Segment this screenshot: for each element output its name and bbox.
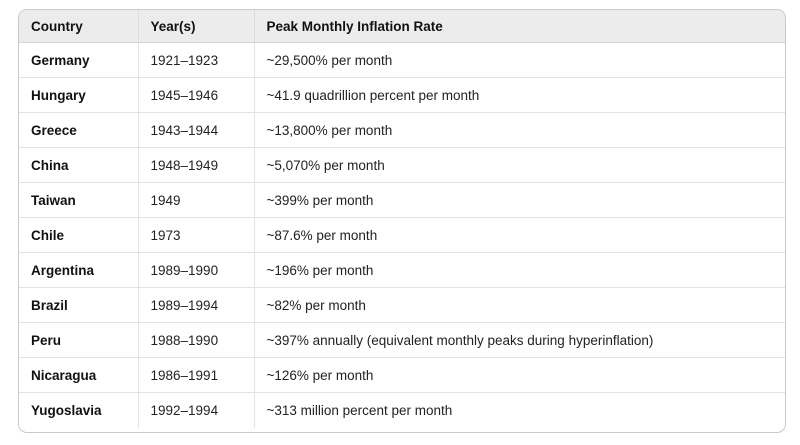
- table-row: China 1948–1949 ~5,070% per month: [19, 147, 785, 183]
- country-cell: China: [19, 147, 138, 183]
- country-cell: Peru: [19, 322, 138, 358]
- years-cell: 1988–1990: [137, 322, 254, 358]
- rate-cell: ~5,070% per month: [253, 147, 785, 183]
- years-cell: 1989–1990: [137, 252, 254, 288]
- rate-cell: ~196% per month: [253, 252, 785, 288]
- years-cell: 1986–1991: [137, 357, 254, 393]
- country-cell: Nicaragua: [19, 357, 138, 393]
- rate-cell: ~82% per month: [253, 287, 785, 323]
- table-row: Argentina 1989–1990 ~196% per month: [19, 252, 785, 288]
- table-row: Peru 1988–1990 ~397% annually (equivalen…: [19, 322, 785, 358]
- rate-cell: ~313 million percent per month: [253, 392, 785, 428]
- header-row: Country Year(s) Peak Monthly Inflation R…: [19, 10, 785, 43]
- column-header-country: Country: [19, 10, 138, 43]
- years-cell: 1949: [137, 182, 254, 218]
- table-row: Nicaragua 1986–1991 ~126% per month: [19, 357, 785, 393]
- country-cell: Chile: [19, 217, 138, 253]
- years-cell: 1945–1946: [137, 77, 254, 113]
- column-header-rate: Peak Monthly Inflation Rate: [253, 10, 785, 43]
- country-cell: Greece: [19, 112, 138, 148]
- country-cell: Argentina: [19, 252, 138, 288]
- years-cell: 1992–1994: [137, 392, 254, 428]
- years-cell: 1973: [137, 217, 254, 253]
- country-cell: Hungary: [19, 77, 138, 113]
- table-row: Brazil 1989–1994 ~82% per month: [19, 287, 785, 323]
- table-row: Chile 1973 ~87.6% per month: [19, 217, 785, 253]
- years-cell: 1943–1944: [137, 112, 254, 148]
- years-cell: 1989–1994: [137, 287, 254, 323]
- table-row: Greece 1943–1944 ~13,800% per month: [19, 112, 785, 148]
- rate-cell: ~87.6% per month: [253, 217, 785, 253]
- inflation-table-container: Country Year(s) Peak Monthly Inflation R…: [18, 9, 786, 433]
- inflation-table: Country Year(s) Peak Monthly Inflation R…: [19, 10, 785, 428]
- rate-cell: ~397% annually (equivalent monthly peaks…: [253, 322, 785, 358]
- rate-cell: ~13,800% per month: [253, 112, 785, 148]
- country-cell: Taiwan: [19, 182, 138, 218]
- rate-cell: ~126% per month: [253, 357, 785, 393]
- country-cell: Brazil: [19, 287, 138, 323]
- table-row: Germany 1921–1923 ~29,500% per month: [19, 42, 785, 78]
- country-cell: Germany: [19, 42, 138, 78]
- table-row: Hungary 1945–1946 ~41.9 quadrillion perc…: [19, 77, 785, 113]
- country-cell: Yugoslavia: [19, 392, 138, 428]
- rate-cell: ~399% per month: [253, 182, 785, 218]
- years-cell: 1921–1923: [137, 42, 254, 78]
- table-row: Yugoslavia 1992–1994 ~313 million percen…: [19, 392, 785, 428]
- years-cell: 1948–1949: [137, 147, 254, 183]
- column-header-years: Year(s): [137, 10, 254, 43]
- rate-cell: ~41.9 quadrillion percent per month: [253, 77, 785, 113]
- rate-cell: ~29,500% per month: [253, 42, 785, 78]
- table-row: Taiwan 1949 ~399% per month: [19, 182, 785, 218]
